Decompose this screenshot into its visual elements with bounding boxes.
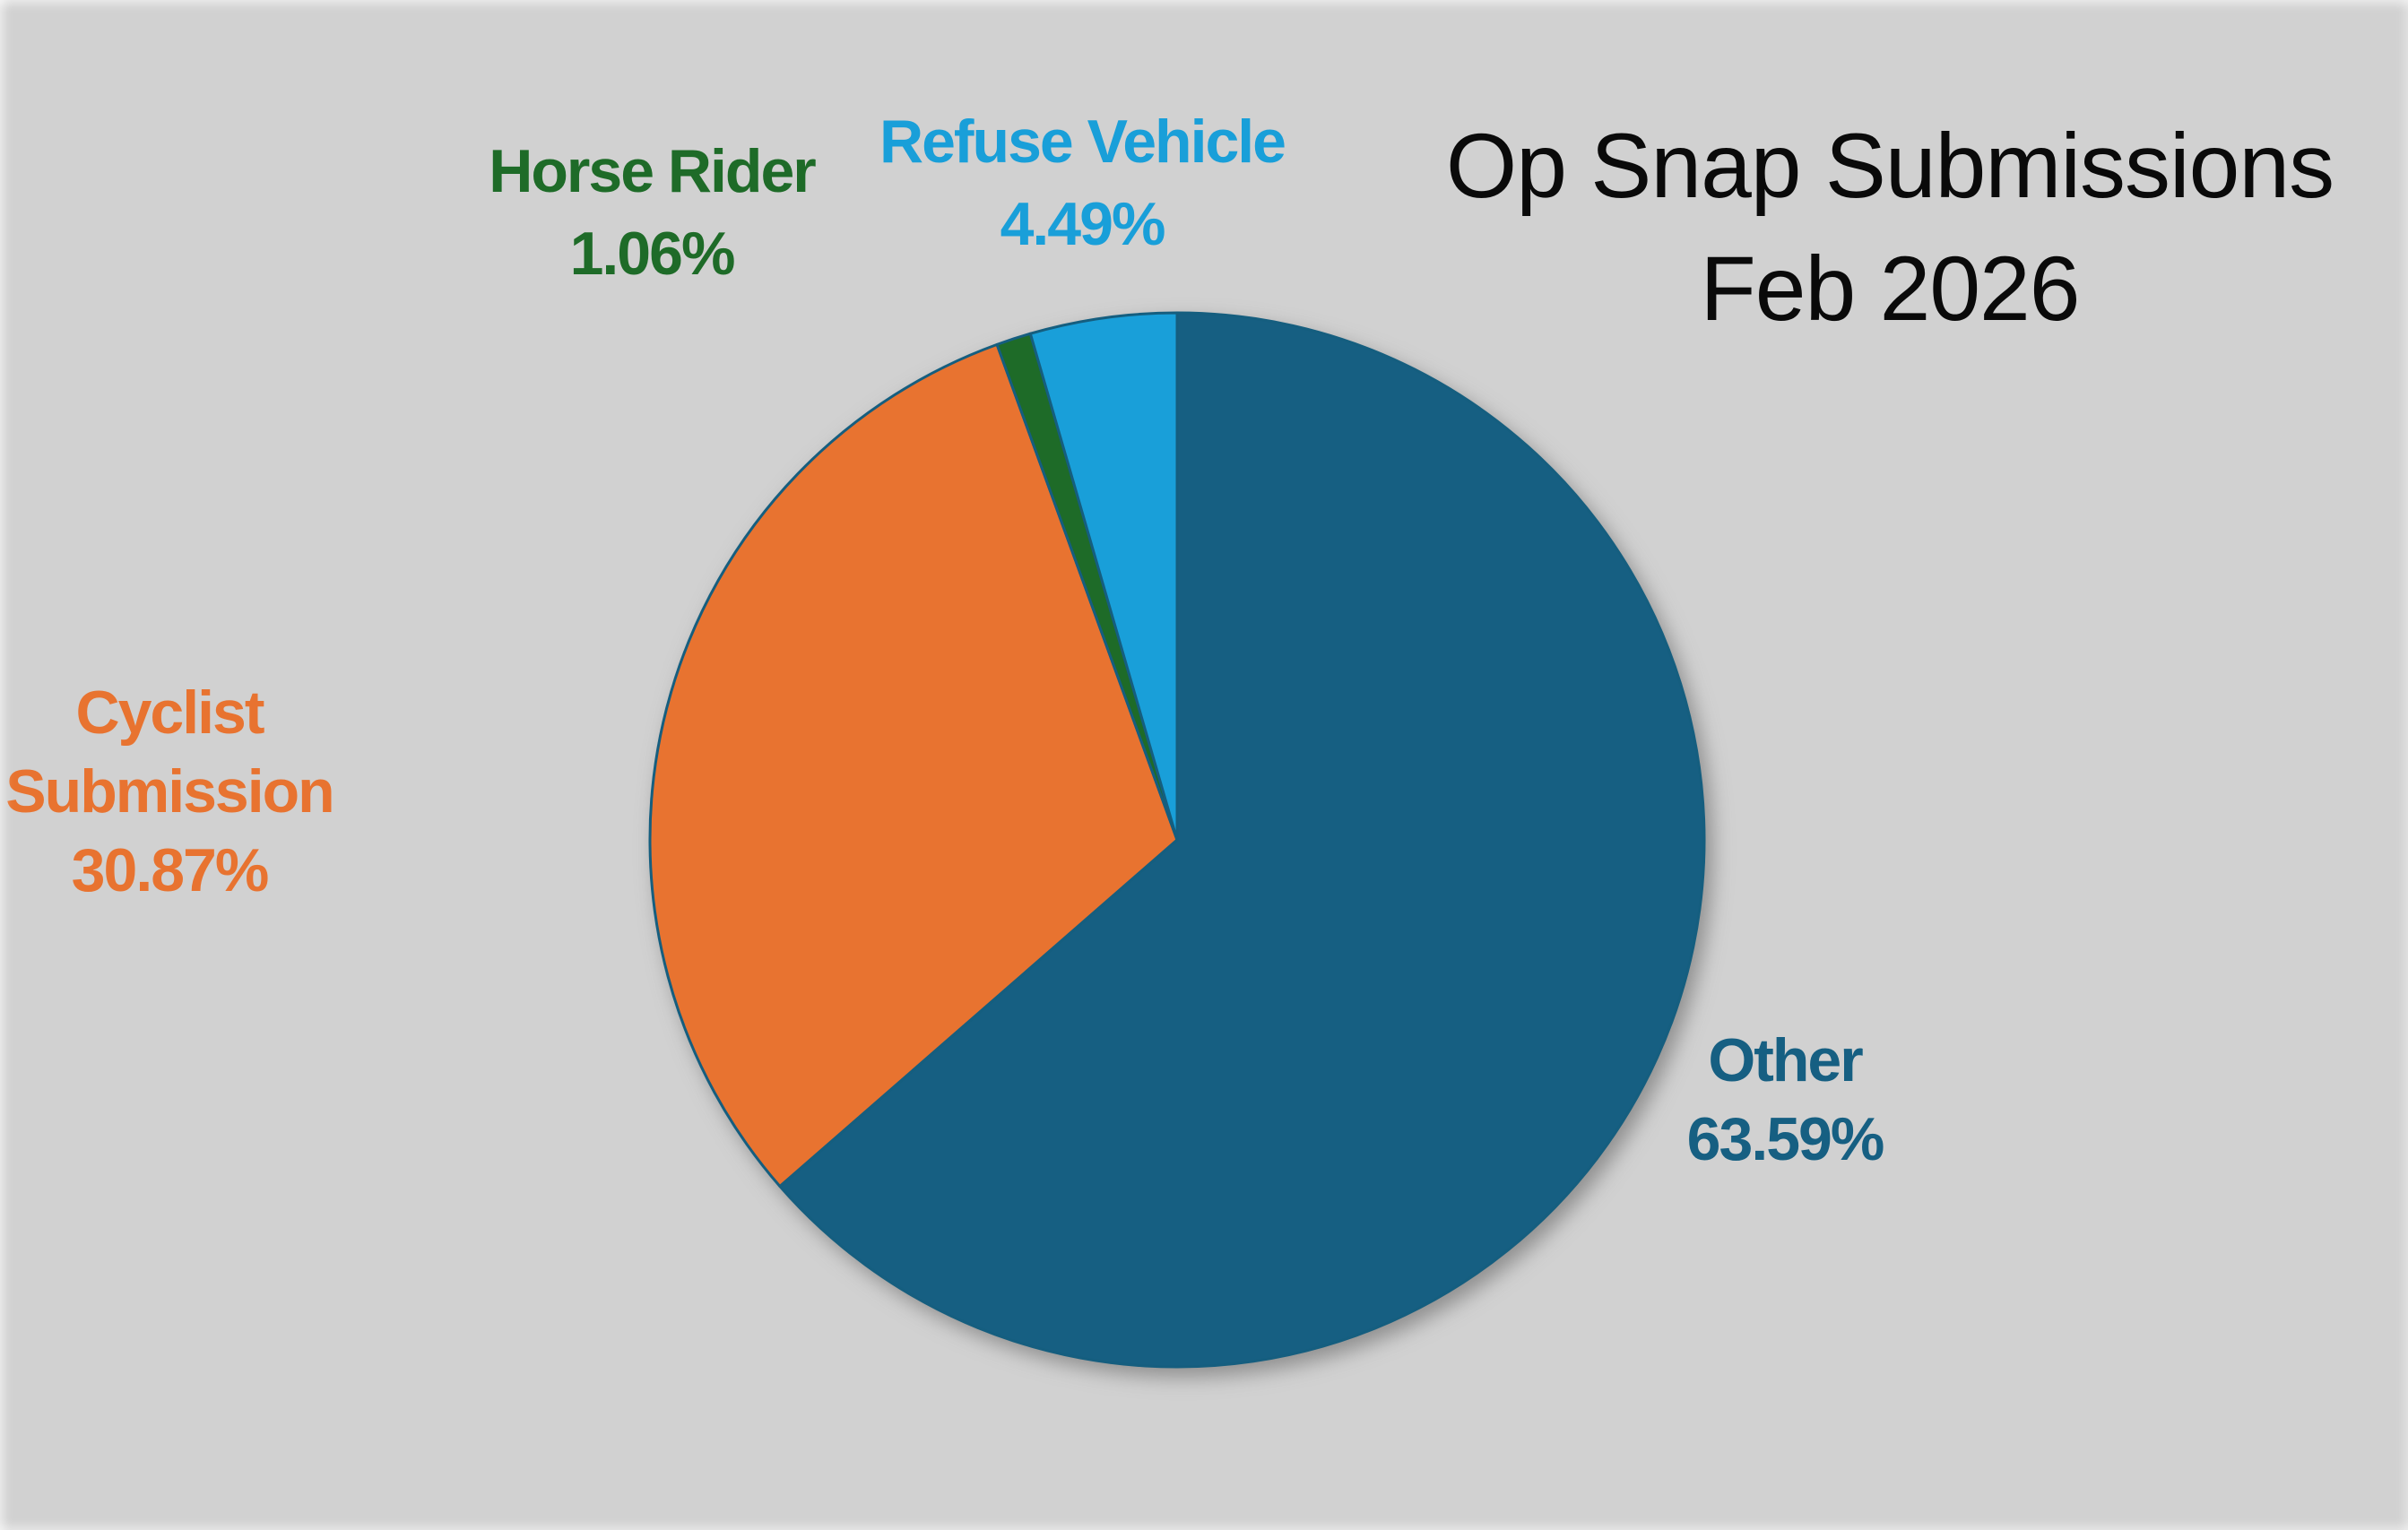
label-refuse-vehicle-value: 4.49% [1000, 190, 1166, 258]
pie-chart [648, 311, 1706, 1369]
label-horse-rider: Horse Rider 1.06% [489, 130, 816, 295]
chart-title-line-2: Feb 2026 [1700, 238, 2080, 340]
pie-slice-cyclist-submission [648, 342, 1179, 1189]
label-cyclist-submission-name-line-1: Cyclist [75, 679, 264, 747]
label-cyclist-submission-value: 30.87% [71, 836, 270, 904]
label-horse-rider-name: Horse Rider [489, 137, 816, 205]
label-refuse-vehicle: Refuse Vehicle 4.49% [879, 100, 1286, 265]
label-refuse-vehicle-name: Refuse Vehicle [879, 108, 1286, 176]
pie-slice-refuse-vehicle [1028, 311, 1179, 842]
label-other-value: 63.59% [1686, 1105, 1885, 1173]
chart-title-line-1: Op Snap Submissions [1445, 115, 2334, 217]
chart-title: Op Snap Submissions Feb 2026 [1446, 105, 2334, 350]
label-cyclist-submission-name-line-2: Submission [5, 757, 334, 826]
pie-slice-other [778, 311, 1706, 1369]
label-cyclist-submission: Cyclist Submission 30.87% [5, 673, 334, 910]
label-other-name: Other [1708, 1026, 1863, 1094]
label-other: Other 63.59% [1686, 1021, 1885, 1179]
label-horse-rider-value: 1.06% [569, 220, 736, 288]
